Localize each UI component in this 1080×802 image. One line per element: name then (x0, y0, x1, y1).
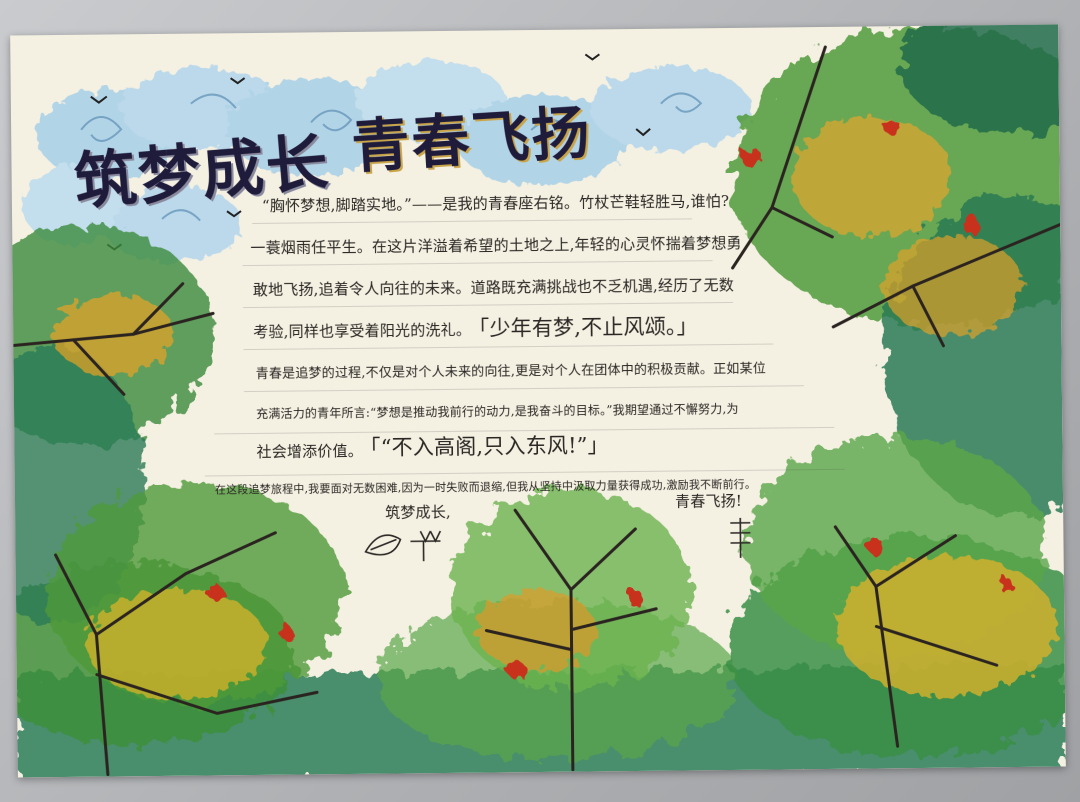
body-line-7a: 社会增添价值。 (256, 441, 364, 461)
body-quote-1: 「少年有梦,不止风颂。」 (468, 314, 698, 341)
signature-left: 筑梦成长, (385, 502, 452, 522)
right-foliage (731, 24, 1066, 657)
leaf-doodle-icons (364, 517, 751, 562)
cloud-swirls (80, 92, 703, 222)
signature-right: 青春飞扬! (674, 491, 743, 511)
body-quote-2: 「“不入高阁,只入东风!”」 (359, 433, 609, 460)
tree-branches (11, 45, 1062, 777)
body-line-4a: 考验,同样也享受着阳光的洗礼。 (253, 320, 472, 341)
painted-illustration (10, 24, 1066, 778)
poster-title-part2: 青春飞扬 (349, 98, 594, 182)
poster-sheet: 筑梦成长 青春飞扬 “胸怀梦想,脚踏实地。”——是我的青春座右铭。竹杖芒鞋轻胜马… (10, 24, 1066, 778)
cloud-shapes (21, 61, 751, 262)
